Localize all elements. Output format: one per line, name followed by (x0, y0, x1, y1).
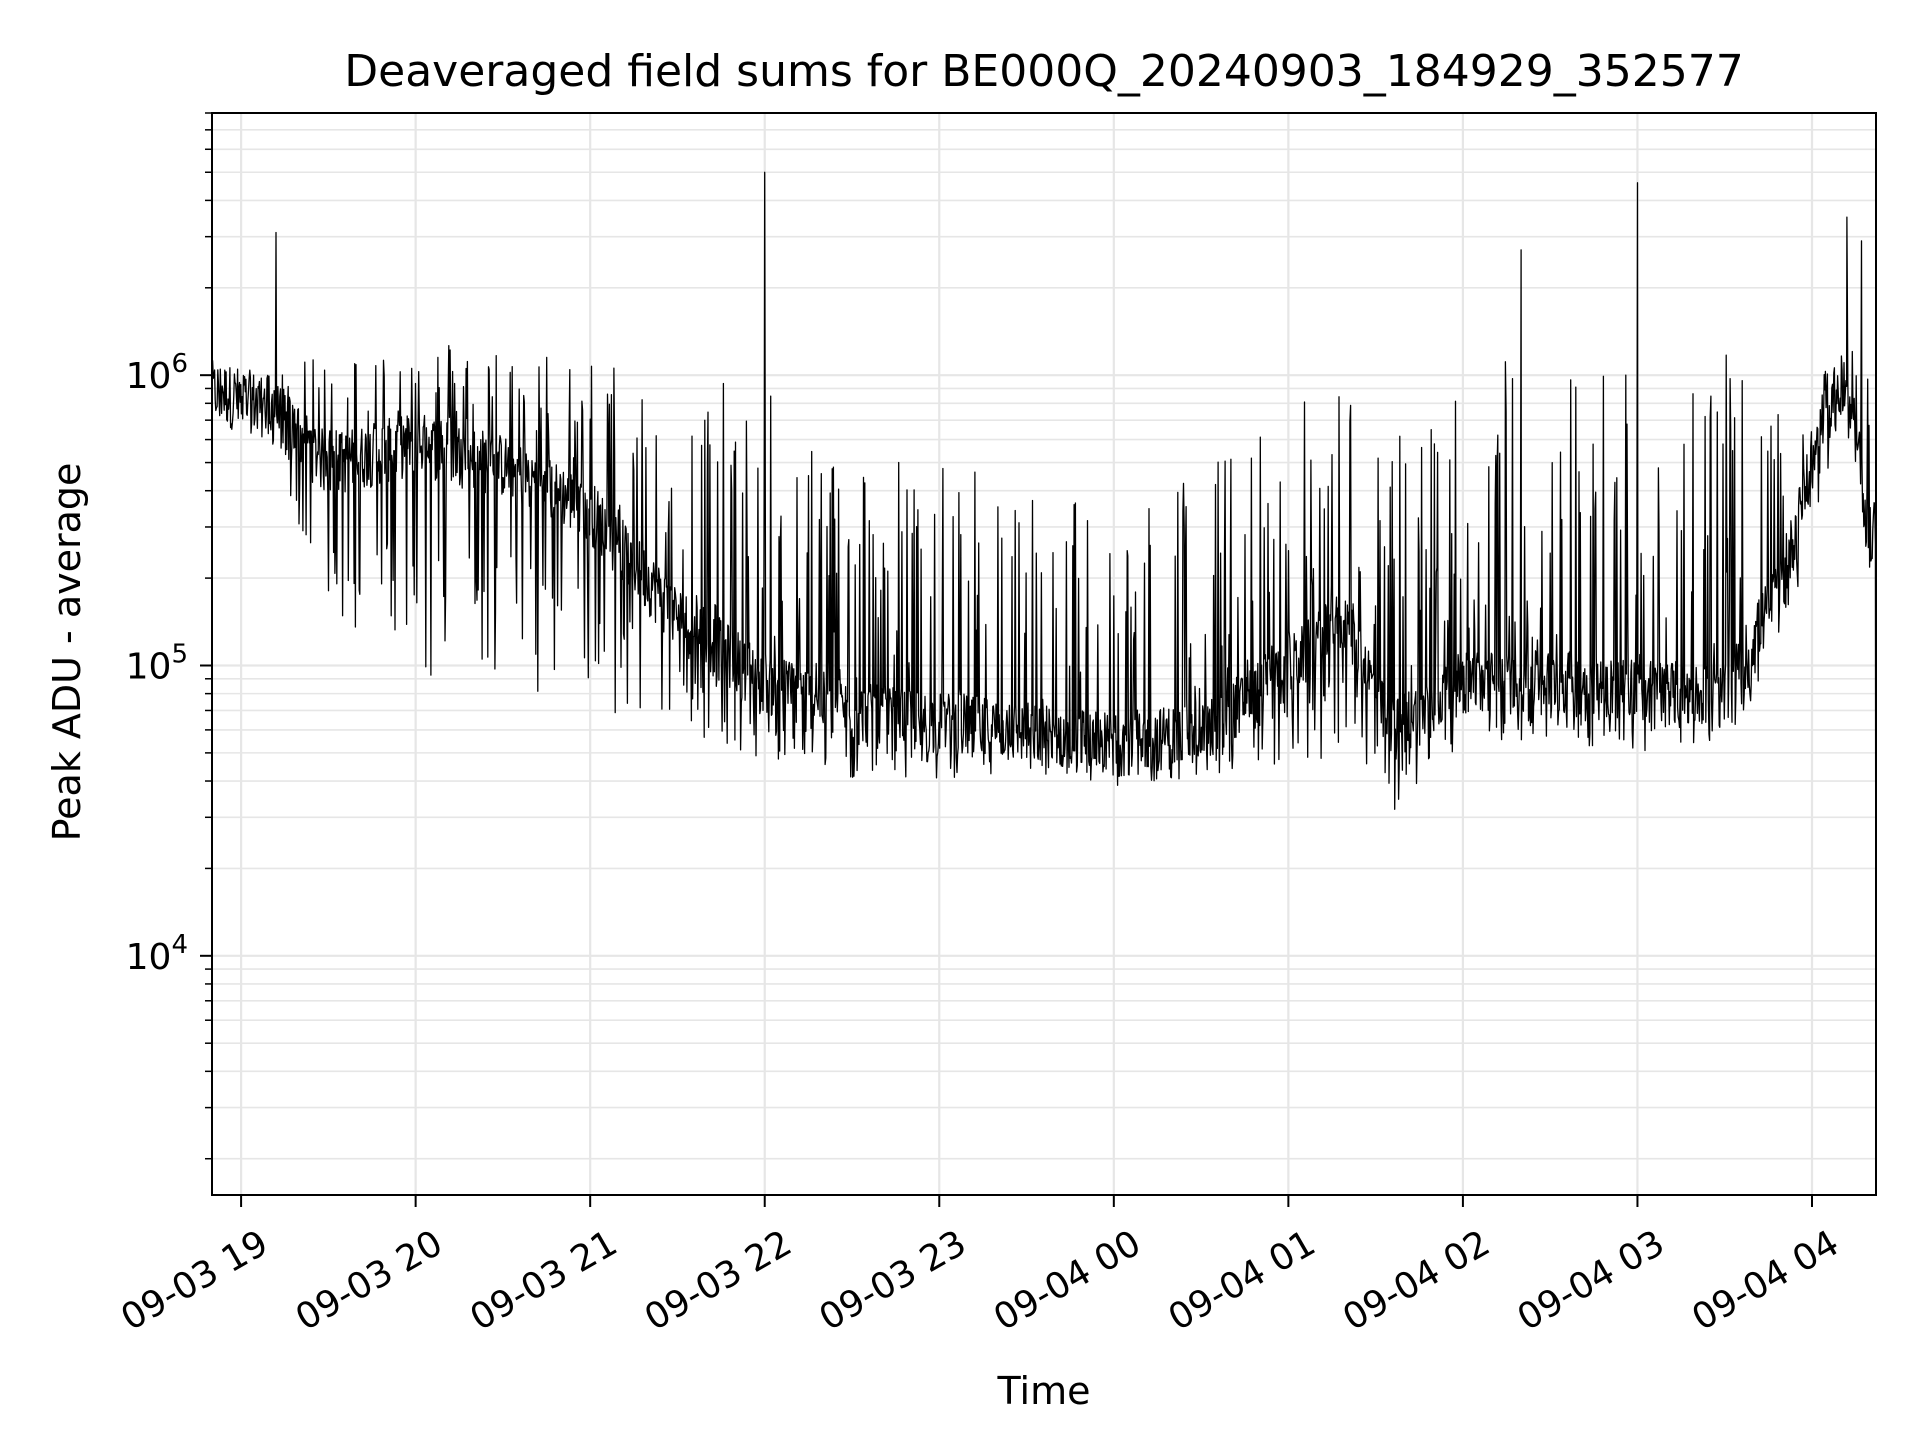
grid-lines (212, 112, 1876, 1195)
y-tick-label: 104 (126, 930, 188, 978)
y-tick-label: 105 (126, 639, 188, 687)
y-tick-label: 106 (126, 349, 188, 397)
series-line (211, 171, 1877, 1159)
x-axis-label: Time (997, 1369, 1091, 1413)
plot-frame (211, 112, 1877, 1196)
series-path (211, 171, 1877, 1159)
y-axis-ticks: 104 105 106 (126, 112, 212, 1160)
chart-title: Deaveraged field sums for BE000Q_2024090… (344, 46, 1743, 97)
y-axis-label: Peak ADU - average (45, 463, 89, 842)
